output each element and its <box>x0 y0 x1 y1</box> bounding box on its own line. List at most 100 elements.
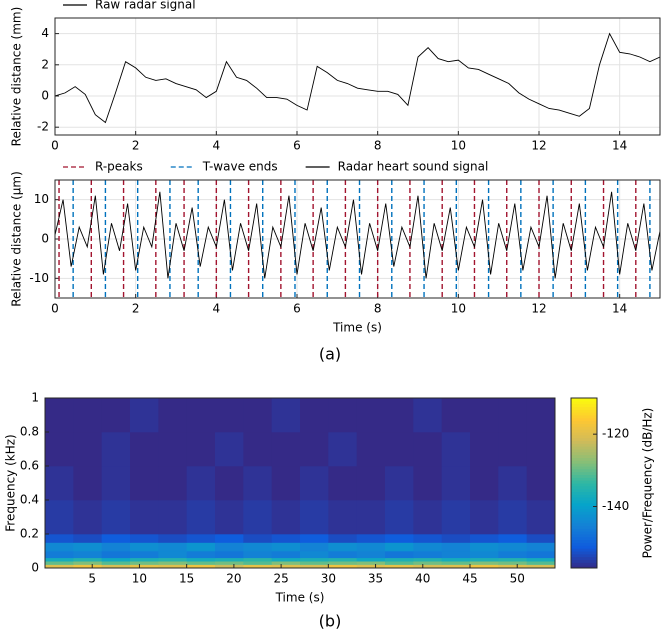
heatmap-cell <box>215 557 244 562</box>
colorbar-step <box>571 500 597 504</box>
colorbar-step <box>571 432 597 436</box>
heatmap-cell <box>101 542 131 552</box>
heatmap-cell <box>328 534 358 543</box>
heatmap-cell <box>158 561 188 565</box>
heatmap-cell <box>101 534 131 543</box>
heatmap-cell <box>101 561 131 565</box>
colorbar-step <box>571 403 597 407</box>
colorbar-step <box>571 466 597 470</box>
heatmap-cell <box>101 551 131 559</box>
caption: (a) <box>319 345 341 364</box>
colorbar-step <box>571 449 597 453</box>
colorbar-step <box>571 426 597 430</box>
heatmap-cell <box>243 466 273 501</box>
heatmap-cell <box>271 534 301 543</box>
heatmap-cell <box>385 398 414 433</box>
colorbar-step <box>571 446 597 450</box>
heatmap-cell <box>73 551 103 559</box>
heatmap-cell <box>158 432 188 467</box>
heatmap-cell <box>243 534 273 543</box>
heatmap-cell <box>101 398 131 433</box>
y-tick-label: 0 <box>41 232 49 246</box>
x-tick-label: 12 <box>531 302 546 316</box>
heatmap-cell <box>186 534 216 543</box>
heatmap-cell <box>186 432 216 467</box>
x-tick-label: 5 <box>88 572 96 586</box>
colorbar-step <box>571 562 597 566</box>
colorbar-step <box>571 548 597 552</box>
colorbar-step <box>571 483 597 487</box>
colorbar-step <box>571 517 597 521</box>
heatmap-cell <box>526 561 556 565</box>
heatmap-cell <box>45 561 74 565</box>
x-tick-label: 15 <box>179 572 194 586</box>
heatmap-cell <box>186 564 216 569</box>
heatmap-cell <box>158 398 188 433</box>
heatmap-cell <box>328 561 358 565</box>
heatmap-cell <box>498 398 528 433</box>
y-tick-label: 0 <box>41 89 49 103</box>
legend-label: Raw radar signal <box>95 0 196 12</box>
heatmap-cell <box>215 398 244 433</box>
colorbar-step <box>571 412 597 416</box>
heatmap-cell <box>526 398 556 433</box>
x-tick-label: 45 <box>462 572 477 586</box>
heatmap-cell <box>271 551 301 559</box>
heatmap-cell <box>300 466 329 501</box>
colorbar-step <box>571 514 597 518</box>
colorbar-step <box>571 531 597 535</box>
colorbar-step <box>571 519 597 524</box>
colorbar-step <box>571 511 597 515</box>
x-tick-label: 10 <box>451 139 466 153</box>
heatmap-cell <box>441 432 471 467</box>
heatmap-cell <box>413 551 443 559</box>
heatmap-cell <box>271 500 301 535</box>
heatmap-cell <box>300 542 329 552</box>
heatmap-cell <box>413 542 443 552</box>
heatmap-cell <box>130 557 159 562</box>
x-tick-label: 8 <box>374 139 382 153</box>
y-tick-label: 0.4 <box>20 493 39 507</box>
heatmap-cell <box>300 534 329 543</box>
heatmap-cell <box>526 500 556 535</box>
colorbar-step <box>571 534 597 538</box>
heatmap-cell <box>186 561 216 565</box>
heatmap-cell <box>413 398 443 433</box>
heatmap-cell <box>385 551 414 559</box>
x-axis-label: Time (s) <box>332 321 382 335</box>
heatmap-cell <box>45 551 74 559</box>
heatmap-cell <box>498 466 528 501</box>
colorbar-step <box>571 468 597 473</box>
colorbar-step <box>571 400 597 405</box>
x-tick-label: 50 <box>510 572 525 586</box>
heatmap-cell <box>328 432 358 467</box>
heatmap-cell <box>243 432 273 467</box>
colorbar-step <box>571 460 597 464</box>
colorbar-step <box>571 485 597 490</box>
heatmap-cell <box>45 557 74 562</box>
heatmap-cell <box>498 534 528 543</box>
x-tick-label: 30 <box>321 572 336 586</box>
heatmap-cell <box>470 557 499 562</box>
axes-frame <box>54 179 661 299</box>
heatmap-cell <box>215 432 244 467</box>
y-tick-label: -2 <box>37 120 49 134</box>
heatmap-cell <box>385 432 414 467</box>
heatmap-cell <box>385 500 414 535</box>
heatmap-cell <box>158 557 188 562</box>
heatmap-cell <box>158 542 188 552</box>
heatmap-cell <box>328 564 358 569</box>
y-tick-label: 0.8 <box>20 425 39 439</box>
x-tick-label: 0 <box>51 139 59 153</box>
heatmap-cell <box>158 500 188 535</box>
heatmap-cell <box>470 561 499 565</box>
y-tick-label: 0.6 <box>20 459 39 473</box>
heatmap-cell <box>243 551 273 559</box>
heatmap-cell <box>73 557 103 562</box>
heatmap-cell <box>526 466 556 501</box>
x-tick-label: 35 <box>368 572 383 586</box>
colorbar-step <box>571 536 597 541</box>
x-tick-label: 14 <box>612 139 627 153</box>
heatmap-cell <box>413 564 443 569</box>
heatmap-cell <box>101 500 131 535</box>
